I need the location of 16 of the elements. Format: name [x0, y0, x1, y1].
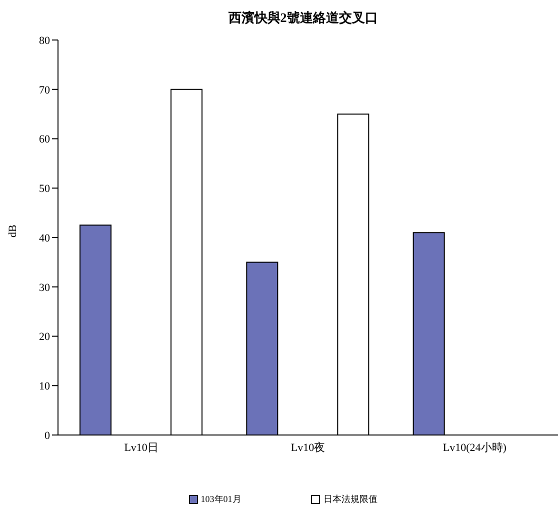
y-tick-label: 60	[39, 134, 50, 146]
x-tick-label: Lv10日	[124, 442, 158, 454]
x-tick-label: Lv10(24小時)	[442, 440, 507, 454]
y-tick-label: 30	[39, 282, 50, 294]
y-tick-label: 70	[39, 84, 50, 96]
y-tick-label: 40	[39, 232, 50, 244]
y-tick-label: 0	[44, 430, 50, 442]
legend-label: 日本法規限值	[323, 493, 378, 506]
y-tick-label: 80	[39, 34, 50, 47]
legend-label: 103年01月	[200, 493, 242, 506]
y-tick-label: 10	[39, 380, 50, 393]
x-tick-label: Lv10夜	[290, 440, 326, 454]
y-tick-label: 20	[39, 331, 50, 344]
y-tick-label: 50	[39, 183, 50, 196]
chart-title: 西濱快與2號連絡道交叉口	[227, 9, 379, 27]
y-axis-title: dB	[6, 224, 19, 238]
